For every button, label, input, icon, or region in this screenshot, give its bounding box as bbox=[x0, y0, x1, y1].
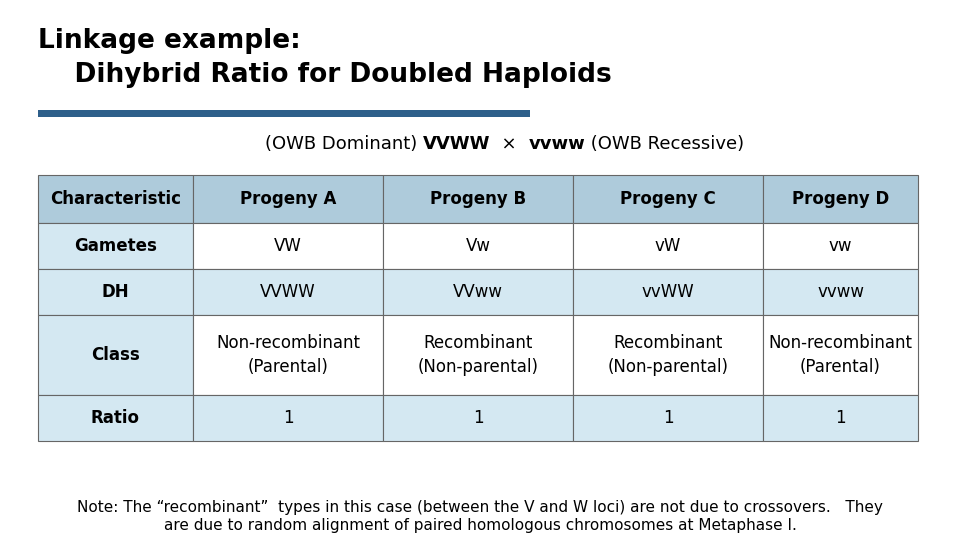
FancyBboxPatch shape bbox=[383, 269, 573, 315]
Text: vW: vW bbox=[655, 237, 682, 255]
Text: Ratio: Ratio bbox=[91, 409, 140, 427]
FancyBboxPatch shape bbox=[38, 395, 193, 441]
FancyBboxPatch shape bbox=[383, 223, 573, 269]
Text: vvww: vvww bbox=[529, 135, 586, 153]
FancyBboxPatch shape bbox=[38, 223, 193, 269]
Text: Progeny D: Progeny D bbox=[792, 190, 889, 208]
FancyBboxPatch shape bbox=[193, 175, 383, 223]
Text: DH: DH bbox=[102, 283, 130, 301]
FancyBboxPatch shape bbox=[763, 223, 918, 269]
Text: 1: 1 bbox=[282, 409, 294, 427]
Text: ×: × bbox=[491, 135, 529, 153]
Text: Linkage example:: Linkage example: bbox=[38, 28, 300, 54]
Text: Note: The “recombinant”  types in this case (between the V and W loci) are not d: Note: The “recombinant” types in this ca… bbox=[77, 500, 883, 515]
Text: Characteristic: Characteristic bbox=[50, 190, 181, 208]
FancyBboxPatch shape bbox=[763, 269, 918, 315]
Text: Progeny A: Progeny A bbox=[240, 190, 336, 208]
FancyBboxPatch shape bbox=[193, 269, 383, 315]
FancyBboxPatch shape bbox=[573, 315, 763, 395]
FancyBboxPatch shape bbox=[193, 223, 383, 269]
Text: are due to random alignment of paired homologous chromosomes at Metaphase I.: are due to random alignment of paired ho… bbox=[163, 518, 797, 533]
Text: Recombinant
(Non-parental): Recombinant (Non-parental) bbox=[418, 334, 539, 376]
FancyBboxPatch shape bbox=[38, 175, 193, 223]
Text: VW: VW bbox=[274, 237, 302, 255]
FancyBboxPatch shape bbox=[38, 269, 193, 315]
Text: Non-recombinant
(Parental): Non-recombinant (Parental) bbox=[769, 334, 913, 376]
Text: Non-recombinant
(Parental): Non-recombinant (Parental) bbox=[216, 334, 360, 376]
FancyBboxPatch shape bbox=[573, 175, 763, 223]
Text: Class: Class bbox=[91, 346, 140, 364]
Text: Gametes: Gametes bbox=[74, 237, 156, 255]
FancyBboxPatch shape bbox=[193, 395, 383, 441]
FancyBboxPatch shape bbox=[38, 110, 530, 117]
Text: Vw: Vw bbox=[466, 237, 491, 255]
Text: vvww: vvww bbox=[817, 283, 864, 301]
Text: vvWW: vvWW bbox=[641, 283, 694, 301]
Text: 1: 1 bbox=[662, 409, 673, 427]
Text: 1: 1 bbox=[472, 409, 483, 427]
FancyBboxPatch shape bbox=[763, 175, 918, 223]
Text: VVWW: VVWW bbox=[423, 135, 491, 153]
Text: (OWB Dominant): (OWB Dominant) bbox=[265, 135, 423, 153]
Text: VVww: VVww bbox=[453, 283, 503, 301]
Text: VVWW: VVWW bbox=[260, 283, 316, 301]
FancyBboxPatch shape bbox=[573, 395, 763, 441]
FancyBboxPatch shape bbox=[383, 175, 573, 223]
FancyBboxPatch shape bbox=[573, 223, 763, 269]
Text: Progeny C: Progeny C bbox=[620, 190, 716, 208]
FancyBboxPatch shape bbox=[763, 315, 918, 395]
Text: Recombinant
(Non-parental): Recombinant (Non-parental) bbox=[608, 334, 729, 376]
Text: Dihybrid Ratio for Doubled Haploids: Dihybrid Ratio for Doubled Haploids bbox=[38, 62, 612, 88]
FancyBboxPatch shape bbox=[193, 315, 383, 395]
FancyBboxPatch shape bbox=[383, 395, 573, 441]
FancyBboxPatch shape bbox=[763, 395, 918, 441]
Text: (OWB Recessive): (OWB Recessive) bbox=[586, 135, 745, 153]
Text: Progeny B: Progeny B bbox=[430, 190, 526, 208]
FancyBboxPatch shape bbox=[383, 315, 573, 395]
Text: vw: vw bbox=[828, 237, 852, 255]
Text: 1: 1 bbox=[835, 409, 846, 427]
FancyBboxPatch shape bbox=[573, 269, 763, 315]
FancyBboxPatch shape bbox=[38, 315, 193, 395]
